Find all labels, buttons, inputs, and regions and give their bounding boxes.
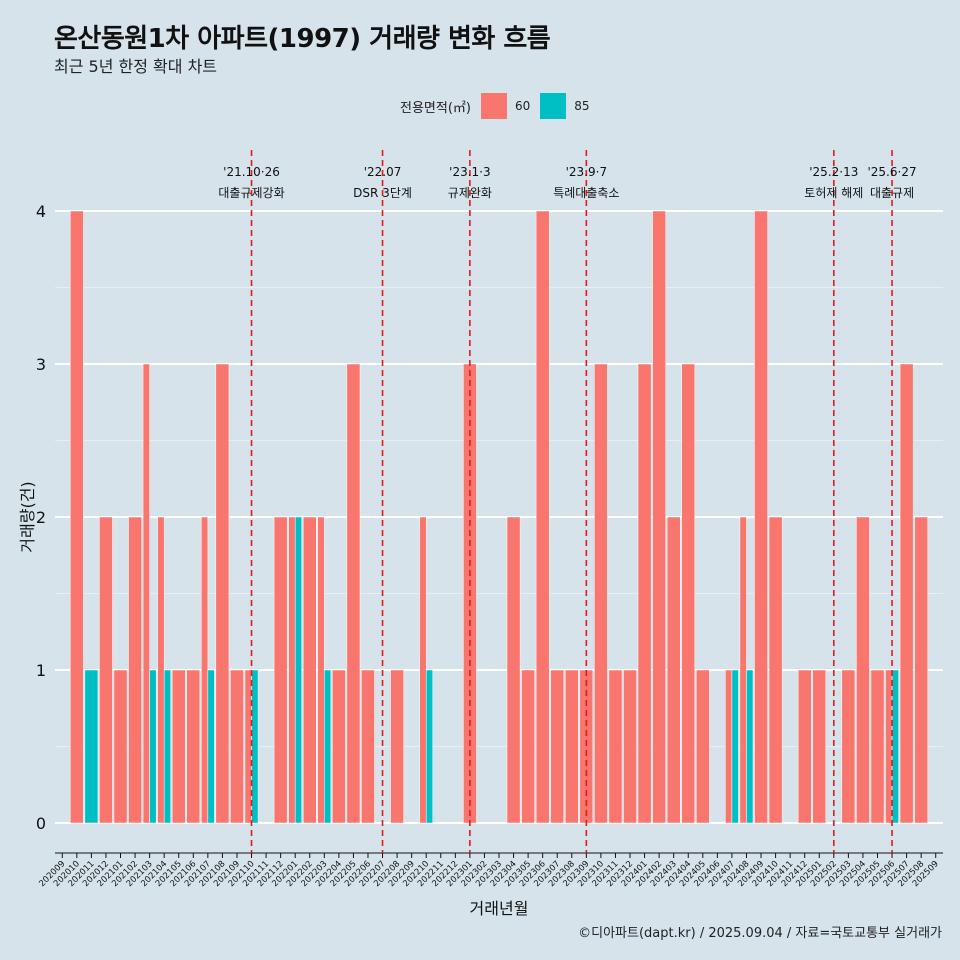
bar-60 — [623, 669, 637, 824]
bar-60 — [346, 363, 361, 824]
bar-60 — [666, 516, 681, 824]
bar-60 — [899, 363, 914, 824]
bar-60 — [637, 363, 652, 824]
bar-60 — [812, 669, 827, 824]
bar-60 — [594, 363, 608, 824]
bar-60 — [550, 669, 565, 824]
bar-60 — [361, 669, 375, 824]
bar-60 — [215, 363, 230, 824]
event-date-label: '25.2·13 — [809, 165, 858, 179]
bar-60 — [332, 669, 346, 824]
bar-60 — [390, 669, 404, 824]
bar-60 — [244, 669, 252, 824]
bar-60 — [725, 669, 733, 824]
legend-label-60: 60 — [514, 99, 531, 113]
bar-60 — [535, 210, 550, 824]
page-title: 온산동원1차 아파트(1997) 거래량 변화 흐름 — [54, 24, 551, 54]
bar-60 — [302, 516, 317, 824]
bar-85 — [425, 669, 434, 824]
event-name-label: 토허제 해제 — [804, 186, 863, 200]
y-tick-label: 0 — [36, 814, 46, 833]
bar-60 — [113, 669, 128, 824]
bar-60 — [128, 516, 142, 824]
bar-60 — [142, 363, 150, 824]
bar-85 — [731, 669, 739, 824]
bar-60 — [171, 669, 186, 824]
bar-60 — [201, 516, 209, 824]
bar-60 — [841, 669, 856, 824]
bar-85 — [294, 516, 302, 824]
bar-60 — [652, 210, 666, 824]
event-date-label: '21.10·26 — [223, 165, 280, 179]
bar-60 — [754, 210, 768, 824]
bar-60 — [273, 516, 288, 824]
event-name-label: 대출규제 — [870, 186, 914, 200]
bar-60 — [681, 363, 696, 824]
bar-60 — [230, 669, 244, 824]
event-date-label: '23.1·3 — [449, 165, 490, 179]
event-date-label: '25.6·27 — [867, 165, 916, 179]
legend-label-85: 85 — [574, 99, 590, 113]
bar-85 — [746, 669, 754, 824]
event-date-label: '22.07 — [364, 165, 402, 179]
page-subtitle: 최근 5년 한정 확대 차트 — [54, 57, 218, 76]
bar-60 — [564, 669, 579, 824]
event-name-label: 특례대출축소 — [553, 186, 619, 200]
legend: 전용면적(㎡) 60 85 — [400, 93, 590, 119]
bar-85 — [207, 669, 215, 824]
bar-60 — [521, 669, 535, 824]
bar-85 — [891, 669, 899, 824]
bar-60 — [885, 669, 893, 824]
bar-60 — [856, 516, 870, 824]
x-axis-title: 거래년월 — [470, 899, 529, 918]
caption: ©디아파트(dapt.kr) / 2025.09.04 / 자료=국토교통부 실… — [578, 926, 942, 941]
bar-85 — [163, 669, 171, 824]
bar-60 — [288, 516, 296, 824]
legend-key-85 — [540, 93, 567, 119]
y-tick-label: 2 — [36, 508, 46, 527]
event-name-label: DSR 3단계 — [353, 186, 412, 200]
event-date-label: '23.9·7 — [566, 165, 607, 179]
bar-60 — [99, 516, 113, 824]
bar-60 — [317, 516, 325, 824]
y-tick-label: 1 — [36, 661, 46, 680]
y-axis-title: 거래량(건) — [18, 481, 37, 552]
y-tick-label: 4 — [36, 202, 46, 221]
bar-60 — [797, 669, 812, 824]
bar-85 — [149, 669, 157, 824]
bar-60 — [157, 516, 165, 824]
bar-60 — [768, 516, 783, 824]
bar-60 — [696, 669, 710, 824]
bar-85 — [251, 669, 259, 824]
event-name-label: 대출규제강화 — [218, 186, 284, 200]
y-tick-label: 3 — [36, 355, 46, 374]
bar-60 — [70, 210, 84, 824]
bar-60 — [914, 516, 928, 824]
event-name-label: 규제완화 — [448, 186, 492, 200]
bar-85 — [324, 669, 332, 824]
bar-60 — [419, 516, 427, 824]
bar-60 — [186, 669, 201, 824]
legend-key-60 — [480, 93, 507, 119]
bar-60 — [608, 669, 623, 824]
bar-85 — [84, 669, 99, 824]
legend-title: 전용면적(㎡) — [400, 100, 471, 116]
bar-60 — [506, 516, 521, 824]
bar-60 — [739, 516, 747, 824]
bar-60 — [870, 669, 885, 824]
